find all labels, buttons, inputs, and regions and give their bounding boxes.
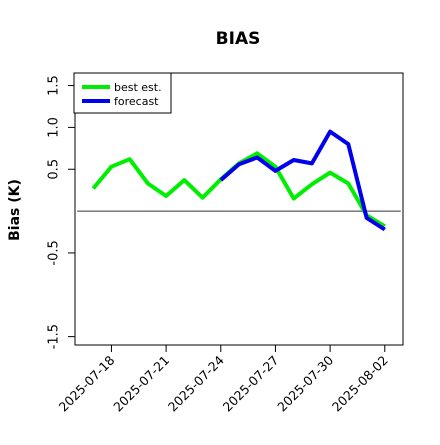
y-axis: -1.5 -0.5 0.5 1.0 1.5 <box>47 75 75 349</box>
y-tick-label: -0.5 <box>47 240 62 265</box>
x-tick-label: 2025-07-21 <box>110 353 172 415</box>
y-tick-label: 1.5 <box>47 75 62 96</box>
legend-label-best-est: best est. <box>114 81 162 94</box>
y-tick-label: -1.5 <box>47 324 62 349</box>
x-axis: 2025-07-182025-07-212025-07-242025-07-27… <box>56 345 391 414</box>
legend: best est. forecast <box>73 72 172 114</box>
plot-area <box>74 72 404 346</box>
y-tick-label: 1.0 <box>47 117 62 138</box>
y-axis-label: Bias (K) <box>7 179 23 241</box>
series-line-forecast <box>219 129 386 232</box>
legend-box <box>73 72 172 114</box>
x-tick-label: 2025-08-02 <box>329 353 391 415</box>
legend-label-forecast: forecast <box>114 95 159 108</box>
x-tick-label: 2025-07-18 <box>56 352 118 414</box>
x-tick-label: 2025-07-24 <box>165 352 227 414</box>
chart-title: BIAS <box>216 29 261 49</box>
x-tick-label: 2025-07-30 <box>274 352 336 414</box>
plot-frame <box>74 72 404 346</box>
y-tick-label: 0.5 <box>47 159 62 180</box>
x-tick-label: 2025-07-27 <box>220 353 282 415</box>
